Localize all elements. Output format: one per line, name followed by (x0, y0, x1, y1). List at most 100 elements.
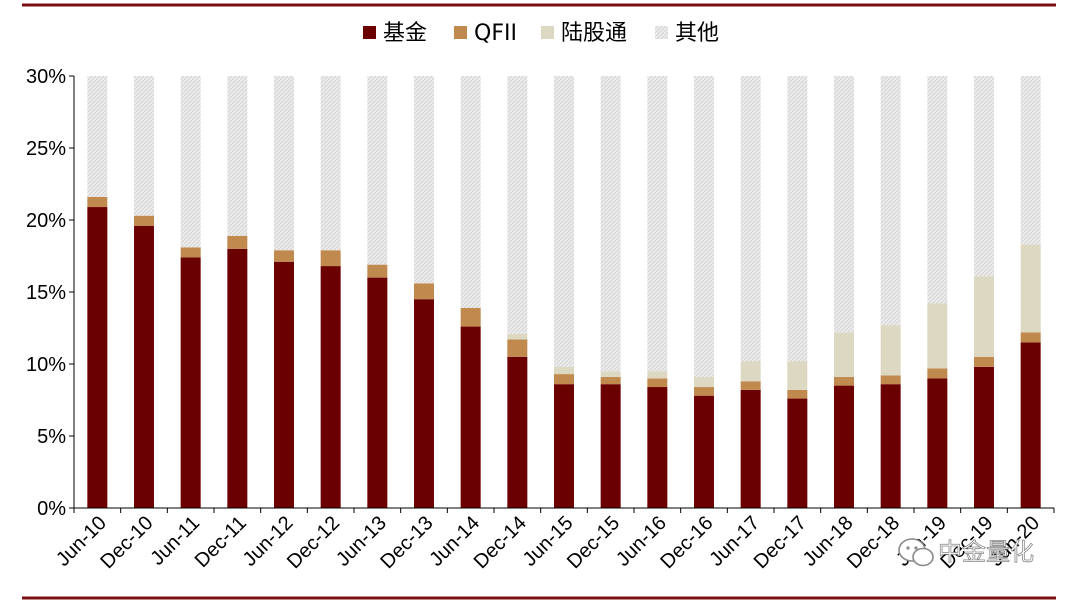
bar-segment-4-dec-13 (414, 76, 434, 284)
bar-segment-4-dec-12 (320, 76, 341, 251)
bar-segment-2-dec-13 (414, 283, 434, 300)
x-tick-label-dec-18: Dec-18 (843, 512, 904, 573)
y-tick-label: 20% (26, 210, 66, 232)
legend-label-4: 其他 (675, 21, 719, 46)
bar-segment-1-dec-14 (507, 356, 528, 508)
bar-segment-1-dec-10 (134, 225, 154, 508)
bar-segment-1-jun-12 (274, 261, 294, 508)
bar-segment-4-dec-15 (600, 76, 621, 372)
bar-segment-4-jun-20 (1020, 76, 1041, 245)
x-tick-label-dec-14: Dec-14 (470, 512, 531, 573)
bar-segment-2-dec-14 (507, 339, 528, 357)
bar-segment-1-jun-10 (87, 207, 108, 509)
bar-segment-2-jun-19 (927, 368, 948, 379)
bar-segment-4-jun-14 (460, 76, 481, 308)
bar-segment-1-dec-11 (227, 248, 248, 509)
legend-swatch-1 (363, 26, 376, 39)
legend-swatch-4 (655, 26, 668, 39)
watermark-text: 中金量化 (938, 538, 1034, 566)
bar-segment-2-jun-16 (647, 378, 668, 388)
bar-segment-4-dec-14 (507, 76, 528, 334)
bar-segment-4-dec-19 (974, 76, 994, 277)
y-tick-label: 30% (26, 66, 66, 88)
bar-segment-2-dec-19 (974, 356, 994, 367)
bar-segment-1-jun-20 (1020, 342, 1041, 508)
bar-segment-4-dec-10 (134, 76, 154, 216)
bar-segment-4-dec-11 (227, 76, 248, 236)
x-tick-label-dec-15: Dec-15 (563, 512, 624, 573)
x-tick-label-dec-10: Dec-10 (96, 512, 157, 573)
bar-segment-2-jun-17 (740, 381, 761, 390)
bar-segment-4-jun-19 (927, 76, 948, 304)
bar-segment-2-jun-15 (554, 374, 574, 385)
bars-group (87, 76, 1041, 509)
bar-segment-2-jun-20 (1020, 332, 1041, 343)
bar-segment-3-jun-19 (927, 303, 948, 369)
wechat-icon (898, 538, 934, 567)
legend-label-1: 基金 (383, 21, 427, 46)
bar-segment-1-jun-15 (554, 384, 574, 508)
bar-segment-1-dec-17 (787, 398, 808, 508)
bar-segment-4-jun-12 (274, 76, 294, 251)
bar-segment-2-jun-13 (367, 264, 388, 278)
bar-segment-4-jun-13 (367, 76, 388, 265)
bar-segment-4-jun-16 (647, 76, 668, 372)
bar-segment-4-dec-16 (694, 76, 714, 377)
bar-segment-1-jun-17 (740, 389, 761, 508)
bar-segment-1-dec-18 (880, 384, 901, 508)
legend-swatch-3 (541, 26, 554, 39)
bar-segment-3-dec-14 (507, 333, 528, 340)
bar-segment-3-jun-20 (1020, 244, 1041, 333)
bar-segment-4-dec-18 (880, 76, 901, 326)
bar-segment-4-jun-11 (180, 76, 201, 248)
y-tick-label: 0% (37, 498, 66, 520)
y-tick-label: 25% (26, 138, 66, 160)
legend-label-3: 陆股通 (561, 21, 627, 46)
bar-segment-2-dec-18 (880, 375, 901, 385)
bar-segment-2-dec-11 (227, 235, 248, 249)
bar-segment-2-dec-12 (320, 250, 341, 267)
bar-segment-3-jun-17 (740, 361, 761, 382)
bar-segment-1-jun-14 (460, 326, 481, 508)
x-tick-label-dec-13: Dec-13 (376, 512, 437, 573)
bar-segment-2-jun-11 (180, 247, 201, 258)
watermark: 中金量化 (898, 538, 1034, 567)
x-tick-label-dec-11: Dec-11 (191, 512, 251, 572)
bar-segment-4-jun-18 (834, 76, 854, 333)
bar-segment-1-dec-15 (600, 384, 621, 508)
bar-segment-3-dec-15 (600, 371, 621, 377)
bar-segment-3-dec-19 (974, 276, 994, 357)
bar-segment-3-jun-16 (647, 371, 668, 379)
bar-segment-1-jun-18 (834, 385, 854, 508)
bar-segment-1-jun-11 (180, 257, 201, 508)
y-tick-label: 5% (37, 426, 66, 448)
bar-segment-2-jun-18 (834, 376, 854, 386)
legend-swatch-2 (454, 26, 467, 39)
bar-segment-2-jun-14 (460, 307, 481, 327)
legend-label-2: QFII (474, 21, 517, 46)
y-tick-label: 15% (26, 282, 66, 304)
x-tick-label-dec-16: Dec-16 (656, 512, 717, 573)
bar-segment-1-dec-12 (320, 266, 341, 508)
bar-segment-2-jun-10 (87, 196, 108, 208)
x-tick-label-dec-17: Dec-17 (750, 512, 811, 573)
bar-segment-4-jun-10 (87, 76, 108, 197)
bar-segment-2-dec-10 (134, 215, 154, 226)
bar-segment-1-dec-19 (974, 366, 994, 508)
bar-segment-2-jun-12 (274, 250, 294, 262)
legend: 基金 QFII 陆股通 其他 (363, 21, 719, 46)
y-tick-label: 10% (26, 354, 66, 376)
bar-segment-1-jun-16 (647, 387, 668, 508)
bar-segment-1-jun-13 (367, 277, 388, 508)
x-tick-label-dec-12: Dec-12 (283, 512, 344, 573)
bar-segment-1-dec-13 (414, 299, 434, 508)
bar-segment-3-jun-18 (834, 332, 854, 377)
bar-segment-4-dec-17 (787, 76, 808, 362)
bar-segment-3-jun-15 (554, 366, 574, 375)
bar-segment-2-dec-16 (694, 387, 714, 396)
bar-segment-1-dec-16 (694, 395, 714, 508)
bar-segment-1-jun-19 (927, 378, 948, 508)
bar-segment-2-dec-15 (600, 376, 621, 385)
bar-segment-3-dec-17 (787, 361, 808, 390)
